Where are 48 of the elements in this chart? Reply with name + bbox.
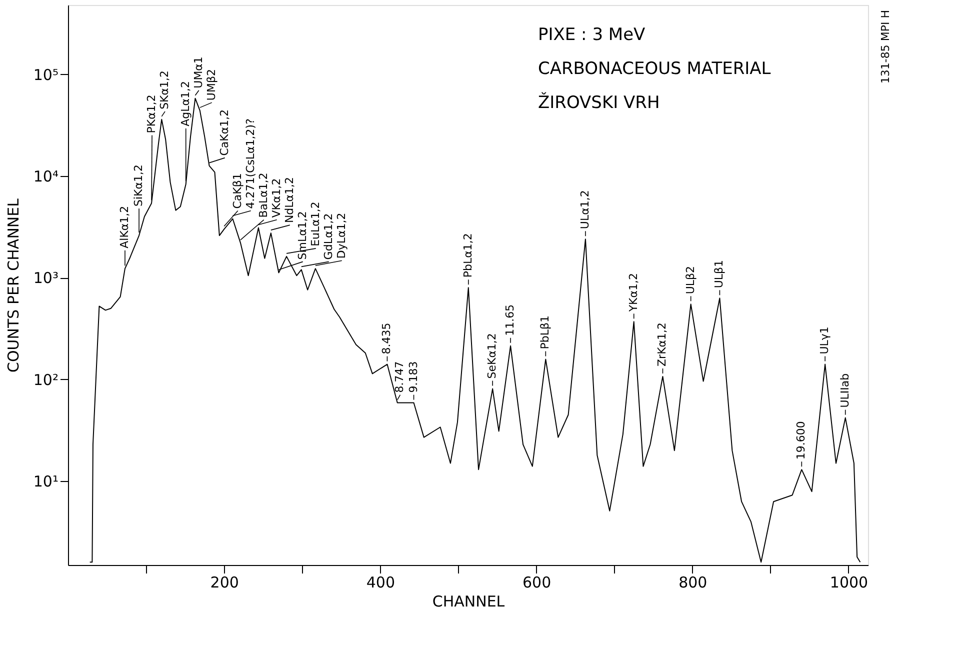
annotation: ULIIab [838, 373, 852, 408]
x-tick-label: 200 [210, 574, 239, 592]
annotation: PbLα1,2 [461, 233, 474, 278]
x-tick-label: 600 [522, 574, 552, 592]
annotation: AlKα1,2 [118, 206, 131, 248]
annotation: ŽIROVSKI VRH [538, 92, 660, 113]
annotation: ULα1,2 [578, 190, 592, 230]
annotation: CaKα1,2 [218, 109, 231, 156]
annotation: ULβ2 [684, 266, 697, 294]
x-tick-label: 1000 [830, 574, 868, 592]
annotation: 4.271(CsLα1,2)? [244, 118, 257, 209]
annotation: UMα1 [192, 56, 205, 88]
x-tick-label: 800 [678, 574, 708, 592]
annotation: DyLα1,2 [334, 212, 348, 259]
annotation: ZrKα1,2 [656, 322, 669, 366]
annotation: ULγ1 [818, 326, 832, 354]
annotation: PbLβ1 [538, 315, 552, 350]
annotation: AgLα1,2 [178, 81, 192, 126]
text: 131-85 MPI H [879, 10, 892, 84]
annotation: NdLα1,2 [282, 176, 296, 224]
annotation: 8.747 [393, 361, 406, 393]
x-axis-title: CHANNEL [432, 592, 506, 610]
y-tick-label: 10² [33, 370, 58, 389]
annotation: SiKα1,2 [132, 164, 146, 206]
annotation: PIXE : 3 MeV [538, 25, 646, 45]
annotation: CaKβ1 [230, 173, 244, 209]
annotation: VKα1,2 [270, 178, 283, 218]
annotation: ULβ1 [712, 260, 726, 288]
annotation: PKα1,2 [145, 94, 158, 134]
annotation: 9.183 [406, 361, 420, 393]
y-axis-title: COUNTS PER CHANNEL [4, 198, 22, 372]
y-tick-label: 10⁵ [33, 66, 58, 84]
y-tick-label: 10¹ [33, 472, 58, 491]
annotation: 11.65 [504, 304, 517, 336]
annotation: 8.435 [380, 322, 394, 354]
annotation: CARBONACEOUS MATERIAL [538, 59, 772, 79]
annotation: BaLα1,2 [256, 172, 270, 218]
annotation: SKα1,2 [158, 70, 172, 110]
annotation: 19.600 [794, 421, 808, 460]
annotation: UMβ2 [204, 69, 218, 101]
y-tick-label: 10⁴ [33, 168, 58, 186]
annotation: EuLα1,2 [308, 202, 322, 246]
annotation: SmLα1,2 [296, 211, 309, 260]
x-tick-label: 400 [366, 574, 396, 592]
annotation: SeKα1,2 [486, 333, 499, 379]
y-tick-label: 10³ [33, 269, 58, 288]
annotation: YKα1,2 [626, 272, 640, 313]
annotation: GdLα1,2 [322, 213, 335, 260]
